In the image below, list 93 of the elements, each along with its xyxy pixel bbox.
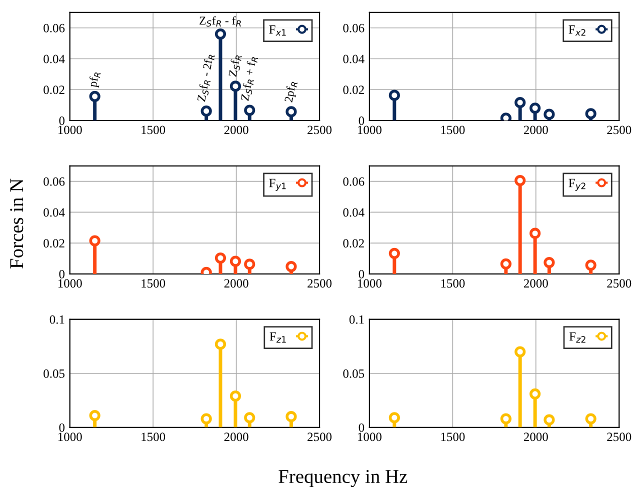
x-tick-label: 2500 [607, 432, 632, 442]
y-tick-label: 0.04 [343, 208, 364, 217]
point [514, 174, 526, 186]
point [514, 97, 526, 108]
point [544, 256, 555, 268]
legend-label: F$_{x2}$ [568, 25, 586, 36]
point [89, 90, 100, 102]
y-tick-label: 0.06 [44, 177, 65, 186]
y-tick-label: 0.06 [343, 24, 364, 32]
point [230, 390, 242, 402]
x-tick-label: 2000 [524, 279, 548, 288]
point [244, 104, 256, 116]
point [585, 108, 596, 120]
x-tick-label: 2000 [224, 126, 248, 134]
y-tick-label: 0 [358, 116, 364, 125]
annotation: pf$_{R}$ [88, 71, 102, 88]
y-axis-title: Forces in N [10, 178, 24, 268]
x-tick-label: 2500 [308, 279, 332, 288]
y-tick-label: 0 [59, 423, 65, 432]
legend-label: F$_{y1}$ [269, 178, 286, 191]
y-tick-label: 0.04 [44, 54, 65, 64]
point [585, 413, 596, 424]
y-tick-label: 0.04 [343, 54, 364, 64]
annotation: 2pf$_{R}$ [284, 80, 298, 103]
x-tick-label: 2500 [308, 126, 332, 134]
point [89, 410, 100, 422]
legend-label: F$_{z1}$ [270, 332, 286, 343]
point [388, 412, 400, 424]
point [244, 412, 256, 424]
point [286, 260, 297, 272]
point [214, 252, 226, 264]
x-tick-label: 2000 [524, 432, 548, 442]
x-tick-label: 2500 [308, 432, 332, 442]
point [230, 80, 242, 92]
x-tick-label: 1500 [441, 432, 465, 442]
point [544, 414, 555, 426]
point [214, 28, 226, 40]
annotation: Z$_{S}$f$_{R}$ [228, 54, 242, 78]
x-tick-label: 1000 [358, 432, 382, 442]
x-tick-label: 2000 [224, 279, 248, 288]
x-tick-label: 1000 [58, 279, 82, 288]
x-tick-label: 2500 [607, 279, 632, 288]
annotation: Z$_{S}$f$_{R}$ - f$_{R}$ [200, 16, 241, 27]
x-tick-label: 1500 [142, 126, 166, 134]
point [500, 258, 512, 270]
x-tick-label: 1000 [58, 432, 82, 442]
point [388, 248, 400, 259]
y-tick-label: 0 [358, 423, 364, 432]
point [530, 228, 541, 239]
x-tick-label: 2000 [224, 432, 248, 442]
point [286, 411, 297, 422]
point [585, 260, 596, 271]
y-tick-label: 0.05 [44, 369, 64, 378]
point [514, 346, 526, 358]
x-tick-label: 2500 [607, 126, 632, 134]
x-tick-label: 2000 [524, 126, 548, 134]
y-tick-label: 0.04 [44, 208, 65, 217]
x-tick-label: 1500 [142, 432, 166, 442]
y-tick-label: 0.02 [343, 239, 364, 248]
point [286, 106, 297, 118]
x-tick-label: 1500 [441, 126, 465, 134]
y-tick-label: 0.05 [343, 369, 364, 378]
x-tick-label: 1000 [358, 126, 382, 134]
point [500, 413, 512, 424]
point [530, 388, 541, 400]
y-tick-label: 0.06 [44, 24, 65, 32]
y-tick-label: 0.02 [343, 86, 364, 94]
point [230, 256, 242, 267]
x-axis-title: Frequency in Hz [278, 470, 408, 488]
y-tick-label: 0.02 [44, 86, 64, 94]
y-tick-label: 0 [59, 270, 65, 278]
point [244, 258, 256, 270]
x-tick-label: 1500 [142, 279, 166, 288]
point [200, 413, 212, 424]
y-tick-label: 0.06 [343, 177, 364, 186]
legend-label: F$_{z2}$ [569, 332, 586, 343]
y-tick-label: 0.1 [349, 315, 364, 324]
point [530, 102, 541, 114]
point [388, 90, 400, 101]
point [544, 108, 555, 120]
y-tick-label: 0.1 [50, 315, 64, 324]
legend-label: F$_{x1}$ [269, 25, 286, 36]
x-tick-label: 1500 [441, 279, 465, 288]
legend-label: F$_{y2}$ [568, 178, 586, 191]
point [200, 106, 212, 117]
point [89, 235, 100, 246]
y-tick-label: 0 [358, 270, 364, 278]
point [214, 338, 226, 350]
annotation: Z$_{S}$f$_{R}$ - 2f$_{R}$ [196, 54, 216, 102]
y-tick-label: 0.02 [44, 239, 64, 248]
x-tick-label: 1000 [358, 279, 382, 288]
x-tick-label: 1000 [58, 126, 82, 134]
y-tick-label: 0 [59, 116, 65, 125]
